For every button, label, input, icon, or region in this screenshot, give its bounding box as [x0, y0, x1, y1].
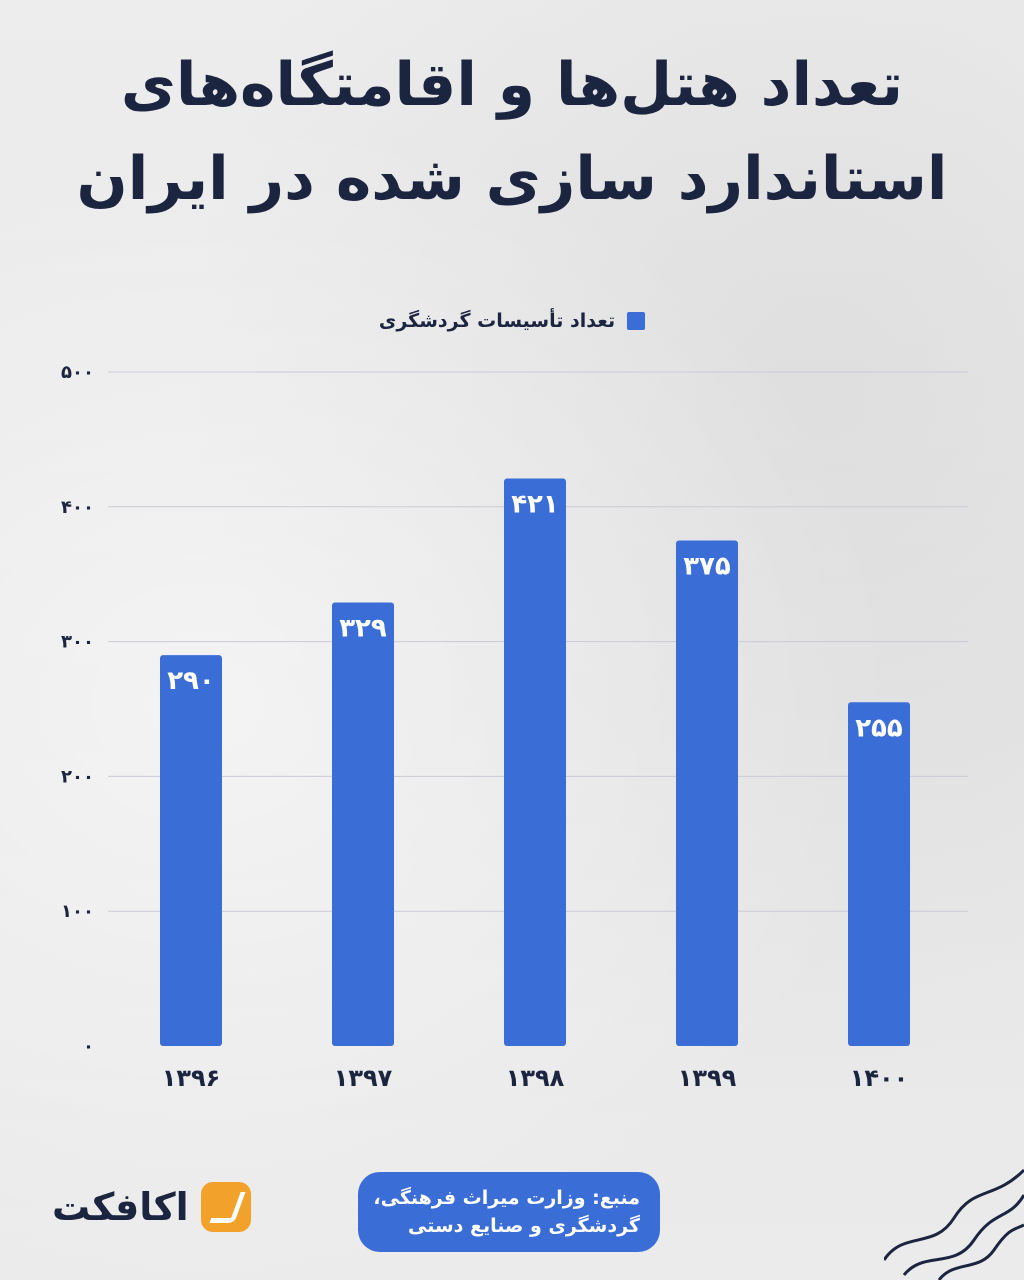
title-line-1: تعداد هتل‌ها و اقامتگاه‌های [120, 50, 904, 120]
x-tick-label: ۱۳۹۶ [162, 1064, 221, 1092]
y-tick-label: ۱۰۰ [61, 901, 94, 922]
bar-value-label: ۴۲۱ [511, 489, 559, 519]
bar-value-label: ۲۹۰ [167, 666, 215, 696]
title-line-2: استاندارد سازی شده در ایران [76, 144, 948, 214]
y-tick-label: ۴۰۰ [61, 497, 94, 518]
source-box: منبع: وزارت میراث فرهنگی، گردشگری و صنای… [358, 1172, 660, 1252]
bar [676, 540, 738, 1046]
source-line-1: منبع: وزارت میراث فرهنگی، [373, 1187, 640, 1209]
bar-value-label: ۳۲۹ [339, 614, 387, 644]
y-tick-label: ۲۰۰ [61, 766, 94, 787]
x-tick-label: ۱۳۹۹ [678, 1064, 737, 1092]
bar [504, 478, 566, 1046]
x-tick-label: ۱۳۹۸ [506, 1064, 565, 1092]
bar [160, 655, 222, 1046]
bar [848, 702, 910, 1046]
legend: تعداد تأسیسات گردشگری [0, 310, 1024, 332]
y-tick-label: ۳۰۰ [61, 632, 94, 653]
chart-title: تعداد هتل‌ها و اقامتگاه‌های استاندارد سا… [40, 38, 984, 226]
brand-logo: اکافکت [52, 1182, 251, 1232]
y-tick-label: ۰ [83, 1036, 94, 1057]
bar [332, 602, 394, 1046]
y-tick-label: ۵۰۰ [61, 362, 94, 383]
brand-mark-icon [200, 1182, 251, 1232]
x-tick-label: ۱۳۹۷ [334, 1064, 393, 1092]
brand-name: اکافکت [52, 1185, 189, 1229]
bar-value-label: ۲۵۵ [855, 713, 903, 743]
source-line-2: گردشگری و صنایع دستی [407, 1215, 640, 1237]
bar-value-label: ۳۷۵ [683, 552, 731, 582]
legend-label: تعداد تأسیسات گردشگری [378, 310, 616, 332]
legend-swatch [627, 312, 646, 330]
x-tick-label: ۱۴۰۰ [850, 1064, 909, 1092]
decorative-waves-icon [884, 1168, 1024, 1280]
